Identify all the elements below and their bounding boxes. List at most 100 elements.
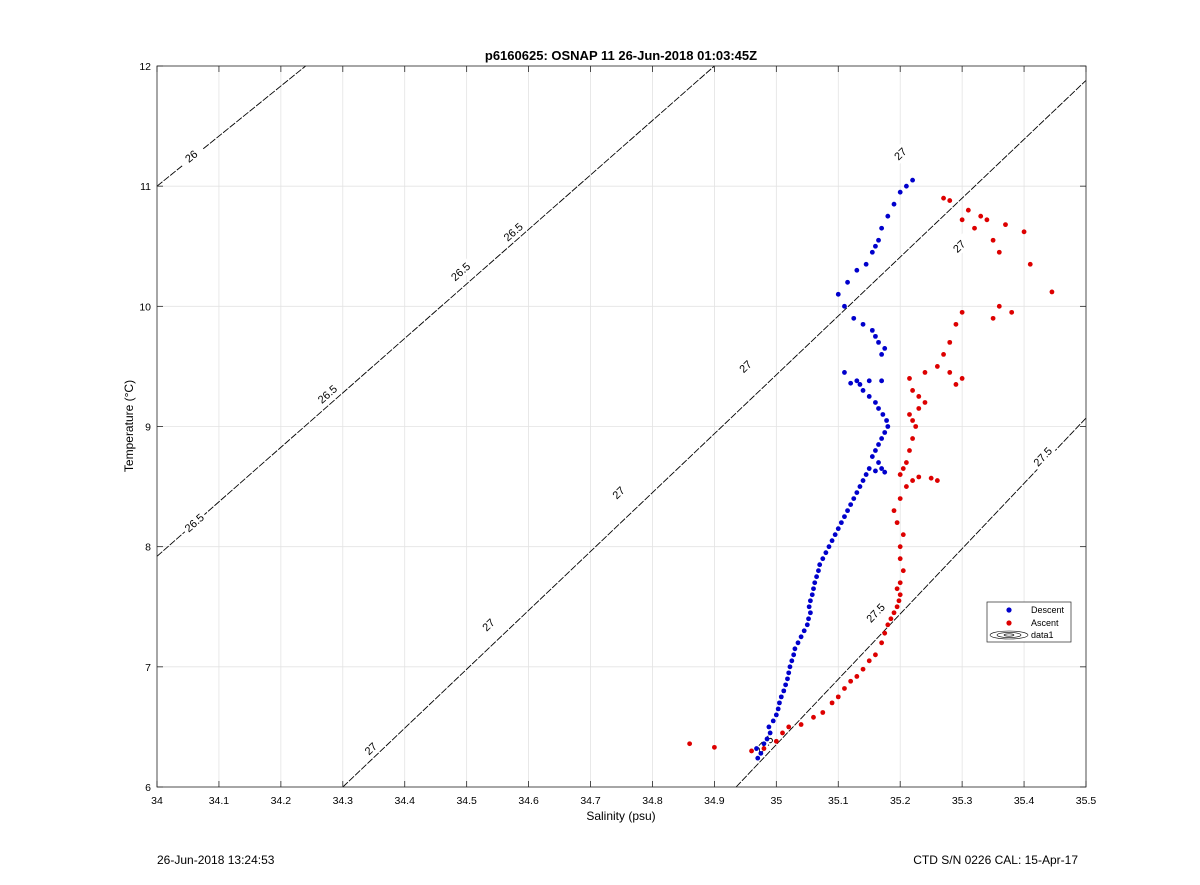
descent-point bbox=[873, 448, 878, 453]
descent-point bbox=[835, 526, 841, 532]
ascent-point bbox=[811, 714, 816, 720]
ascent-point bbox=[916, 406, 922, 411]
ascent-point bbox=[882, 630, 888, 636]
descent-point bbox=[806, 616, 811, 622]
ascent-point bbox=[780, 730, 785, 736]
descent-point bbox=[876, 442, 881, 447]
descent-point bbox=[792, 646, 798, 652]
descent-point bbox=[775, 706, 781, 712]
descent-point bbox=[811, 586, 816, 592]
descent-point bbox=[809, 592, 815, 598]
y-tick-label: 6 bbox=[145, 782, 151, 794]
ascent-point bbox=[910, 388, 915, 393]
descent-point bbox=[777, 700, 782, 706]
legend-box bbox=[986, 601, 1072, 643]
ascent-point bbox=[687, 741, 693, 747]
contour-label-bg bbox=[604, 478, 633, 507]
descent-point bbox=[851, 496, 857, 501]
descent-point bbox=[755, 755, 761, 761]
legend-label-ascent: Ascent bbox=[1031, 618, 1059, 628]
descent-point bbox=[857, 484, 863, 489]
contour-label: 26 bbox=[183, 148, 200, 165]
contour-label-bg bbox=[885, 139, 915, 168]
descent-point bbox=[880, 412, 886, 417]
descent-point bbox=[866, 378, 872, 384]
contour-label-bg bbox=[176, 142, 206, 170]
descent-point bbox=[873, 468, 878, 474]
descent-point bbox=[910, 177, 915, 183]
descent-point bbox=[826, 544, 832, 550]
ascent-point bbox=[900, 568, 906, 574]
descent-point bbox=[807, 610, 813, 616]
ascent-point bbox=[910, 436, 915, 441]
descent-point bbox=[795, 640, 801, 646]
descent-point bbox=[823, 550, 829, 556]
ascent-point bbox=[910, 478, 915, 483]
ascent-point bbox=[996, 249, 1002, 255]
legend-marker-descent bbox=[1006, 607, 1012, 613]
x-tick-label: 34.4 bbox=[395, 795, 416, 807]
x-tick-label: 35.3 bbox=[952, 795, 973, 807]
descent-point bbox=[863, 472, 869, 477]
contour-label-bg bbox=[498, 217, 528, 246]
ascent-point bbox=[928, 475, 934, 481]
x-tick-label: 34.1 bbox=[209, 795, 230, 807]
contour-label-bg bbox=[446, 257, 475, 286]
ascent-point bbox=[860, 666, 866, 672]
ascent-point bbox=[712, 744, 717, 750]
descent-point bbox=[848, 380, 854, 386]
ascent-point bbox=[913, 424, 919, 429]
y-tick-label: 11 bbox=[140, 181, 151, 193]
footer-timestamp: 26-Jun-2018 13:24:53 bbox=[157, 853, 275, 867]
descent-point bbox=[854, 378, 860, 384]
descent-point bbox=[845, 279, 850, 285]
y-tick-label: 10 bbox=[139, 301, 151, 313]
descent-point bbox=[873, 243, 878, 249]
ascent-point bbox=[978, 213, 984, 219]
descent-point bbox=[885, 424, 891, 429]
descent-point bbox=[786, 670, 792, 676]
descent-point bbox=[891, 201, 897, 207]
descent-point bbox=[873, 400, 878, 405]
legend: Descent Ascent data1 bbox=[986, 601, 1072, 643]
legend-label-descent: Descent bbox=[1031, 605, 1065, 615]
descent-point bbox=[817, 562, 823, 568]
ascent-point bbox=[820, 710, 826, 715]
descent-point bbox=[879, 378, 885, 384]
descent-point bbox=[791, 652, 797, 658]
x-tick-label: 35.2 bbox=[890, 795, 911, 807]
descent-point bbox=[876, 460, 881, 465]
descent-point bbox=[873, 333, 878, 339]
ascent-point bbox=[934, 478, 940, 483]
density-contour-27 bbox=[342, 80, 1087, 788]
descent-point bbox=[863, 261, 869, 267]
descent-point bbox=[807, 598, 813, 604]
ascent-point bbox=[897, 496, 903, 501]
ascent-point bbox=[873, 652, 878, 658]
ascent-point bbox=[897, 472, 903, 477]
descent-point bbox=[869, 327, 875, 333]
x-tick-label: 34.5 bbox=[456, 795, 477, 807]
descent-point bbox=[879, 466, 885, 471]
ascent-point bbox=[934, 364, 940, 369]
x-tick-label: 34.9 bbox=[704, 795, 725, 807]
descent-point bbox=[835, 291, 841, 297]
ascent-point bbox=[900, 532, 906, 538]
footer-instrument: CTD S/N 0226 CAL: 15-Apr-17 bbox=[913, 853, 1078, 867]
ascent-point bbox=[842, 686, 847, 691]
descent-point bbox=[885, 213, 891, 219]
ascent-point bbox=[866, 658, 872, 664]
ascent-point bbox=[941, 195, 946, 201]
descent-point bbox=[903, 183, 909, 189]
ascent-point bbox=[959, 376, 965, 381]
descent-point bbox=[758, 750, 764, 756]
descent-point bbox=[882, 345, 888, 351]
descent-point bbox=[866, 466, 872, 471]
descent-point bbox=[773, 712, 779, 718]
x-tick-label: 35.4 bbox=[1014, 795, 1035, 807]
x-tick-label: 35.5 bbox=[1076, 795, 1097, 807]
descent-point bbox=[820, 556, 826, 562]
ascent-point bbox=[879, 640, 885, 646]
descent-point bbox=[879, 225, 885, 231]
